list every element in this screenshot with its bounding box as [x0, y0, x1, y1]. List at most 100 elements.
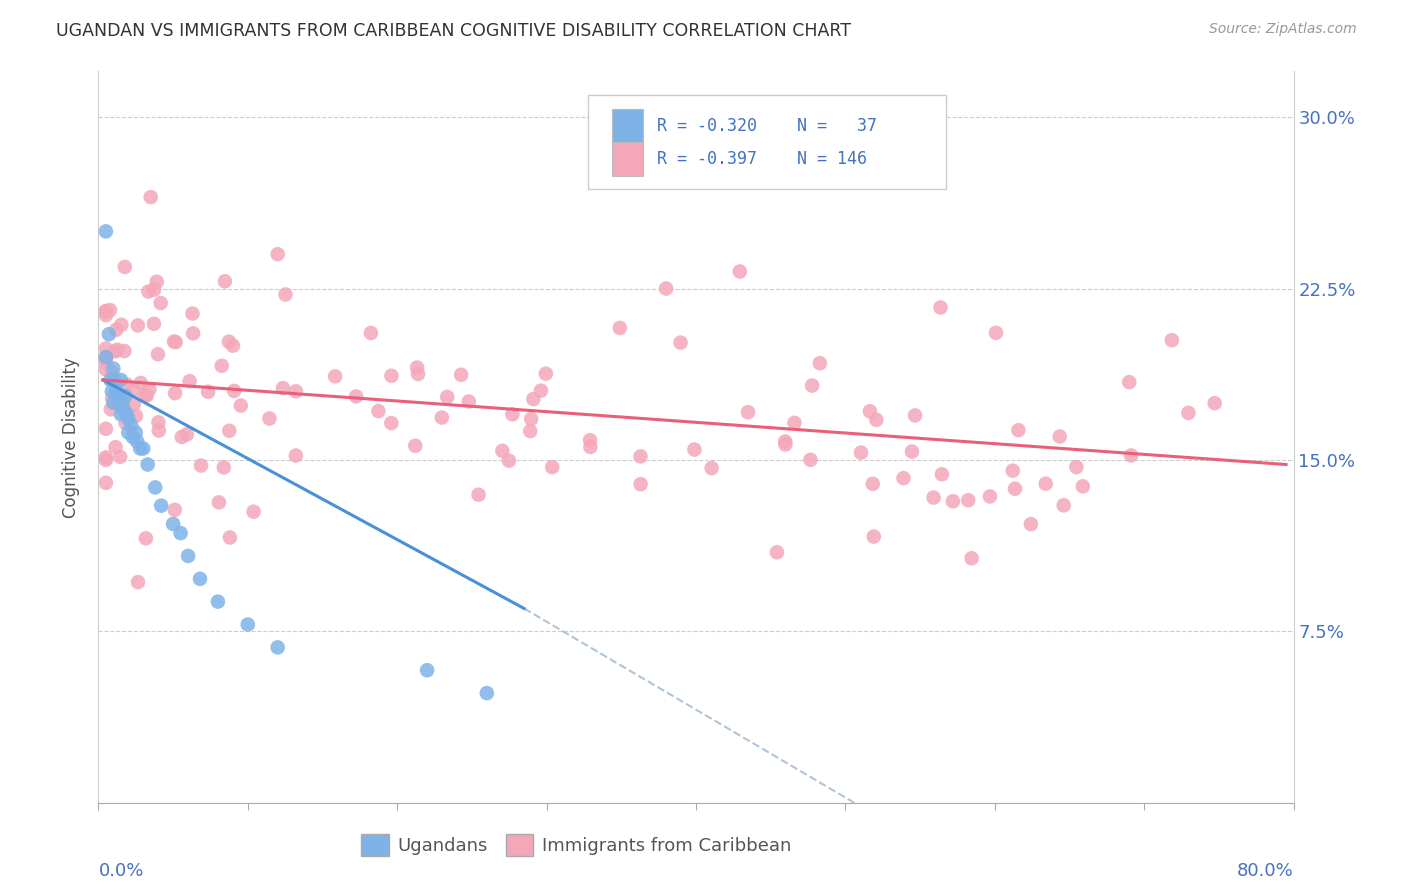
Point: [501, 407, 523, 421]
Point: [138, 285, 160, 299]
Point: [104, 373, 127, 387]
Point: [94, 351, 117, 366]
Text: 80.0%: 80.0%: [1237, 863, 1294, 880]
Point: [105, 343, 128, 357]
Point: [104, 440, 127, 454]
Point: [267, 247, 290, 261]
Point: [530, 384, 553, 398]
Point: [218, 334, 240, 349]
Point: [267, 640, 290, 655]
Point: [901, 444, 924, 458]
Point: [103, 361, 125, 376]
Point: [609, 321, 631, 335]
Point: [108, 396, 131, 410]
Point: [979, 490, 1001, 504]
Point: [197, 384, 219, 399]
Point: [107, 389, 129, 403]
Point: [579, 440, 602, 454]
Point: [98, 373, 122, 387]
Point: [100, 365, 122, 379]
Point: [134, 388, 156, 402]
Point: [849, 445, 872, 459]
Point: [224, 384, 246, 398]
Point: [960, 551, 983, 566]
Text: R = -0.320    N =   37: R = -0.320 N = 37: [657, 117, 876, 135]
Point: [112, 402, 135, 417]
Point: [766, 545, 789, 559]
Point: [1049, 429, 1071, 443]
Point: [406, 360, 429, 375]
Text: R = -0.397    N = 146: R = -0.397 N = 146: [657, 150, 866, 168]
Point: [893, 471, 915, 485]
Point: [218, 424, 240, 438]
Point: [94, 224, 117, 238]
Point: [630, 450, 652, 464]
Point: [94, 350, 117, 364]
Point: [799, 452, 821, 467]
Point: [541, 460, 564, 475]
Point: [222, 338, 245, 352]
Point: [112, 392, 135, 407]
Point: [165, 335, 187, 350]
Point: [94, 453, 117, 467]
Point: [1121, 449, 1143, 463]
Point: [1019, 517, 1042, 532]
Point: [110, 318, 132, 332]
Point: [121, 430, 143, 444]
Point: [148, 424, 170, 438]
Point: [117, 425, 139, 440]
Point: [94, 342, 117, 356]
Point: [491, 443, 513, 458]
Point: [728, 264, 751, 278]
Text: UGANDAN VS IMMIGRANTS FROM CARIBBEAN COGNITIVE DISABILITY CORRELATION CHART: UGANDAN VS IMMIGRANTS FROM CARIBBEAN COG…: [56, 22, 851, 40]
Point: [360, 326, 382, 340]
Point: [1118, 375, 1140, 389]
Point: [274, 287, 297, 301]
Text: 0.0%: 0.0%: [98, 863, 143, 880]
Point: [630, 477, 652, 491]
Point: [94, 351, 117, 365]
Point: [862, 530, 884, 544]
Point: [380, 368, 402, 383]
Point: [132, 442, 155, 456]
Point: [1004, 482, 1026, 496]
Point: [1204, 396, 1226, 410]
Point: [94, 304, 117, 318]
Point: [114, 416, 136, 430]
Point: [430, 410, 453, 425]
Point: [135, 388, 157, 402]
Point: [404, 439, 426, 453]
Point: [1001, 464, 1024, 478]
Point: [683, 442, 706, 457]
Point: [190, 458, 212, 473]
Point: [176, 427, 198, 442]
Text: Source: ZipAtlas.com: Source: ZipAtlas.com: [1209, 22, 1357, 37]
Point: [229, 399, 252, 413]
Point: [579, 433, 602, 447]
Point: [115, 377, 138, 392]
Point: [450, 368, 472, 382]
Point: [112, 344, 135, 359]
Point: [207, 595, 229, 609]
Point: [136, 458, 159, 472]
Point: [208, 495, 231, 509]
Point: [922, 491, 945, 505]
Point: [801, 378, 824, 392]
Point: [94, 422, 117, 436]
Point: [110, 407, 132, 421]
Point: [942, 494, 965, 508]
Point: [122, 397, 145, 411]
Point: [181, 326, 204, 341]
Point: [475, 686, 498, 700]
Point: [436, 390, 458, 404]
Point: [214, 274, 236, 288]
Point: [125, 409, 148, 423]
Point: [139, 190, 162, 204]
Point: [105, 323, 128, 337]
Point: [142, 317, 165, 331]
Point: [1177, 406, 1199, 420]
Point: [165, 386, 187, 401]
Point: [145, 275, 167, 289]
Point: [284, 384, 307, 399]
Point: [127, 318, 149, 333]
